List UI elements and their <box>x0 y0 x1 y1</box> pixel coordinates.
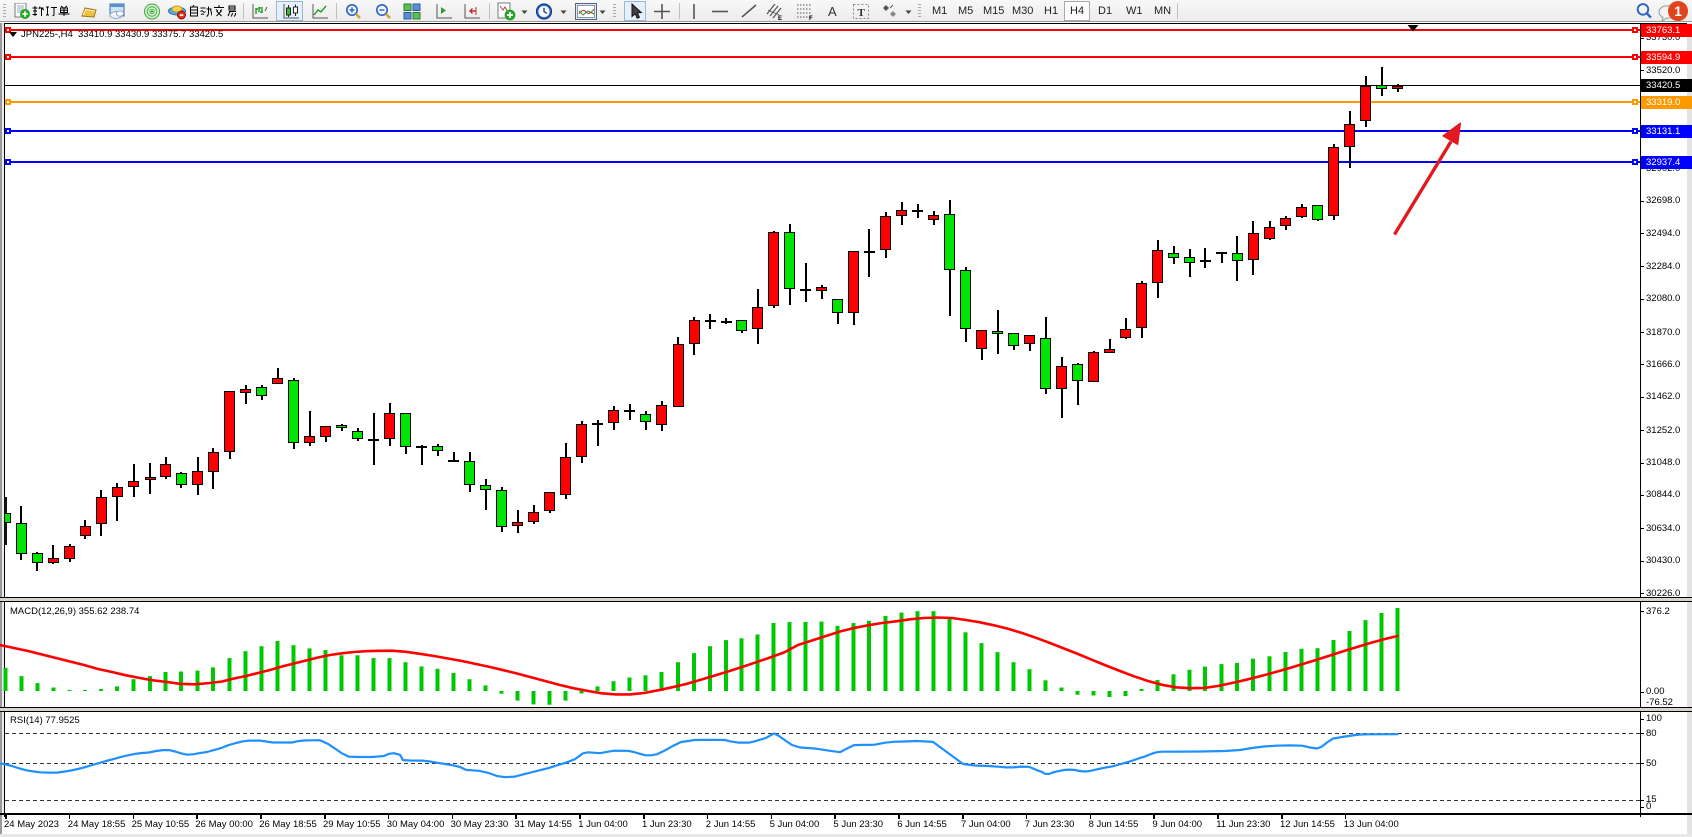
svg-text:E: E <box>778 16 782 21</box>
svg-text:T: T <box>858 7 866 19</box>
svg-text:F: F <box>809 16 813 21</box>
